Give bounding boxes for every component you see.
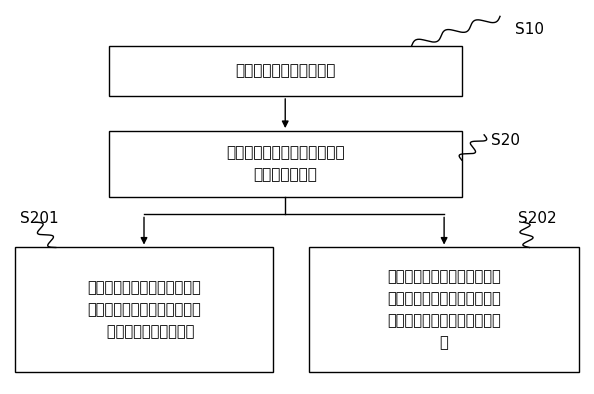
- Text: S20: S20: [491, 133, 520, 148]
- Text: 若行驶状态信号为正常行驶状
态信号，则控制轮毂的多个轮
   辐位于预定的第一位置: 若行驶状态信号为正常行驶状 态信号，则控制轮毂的多个轮 辐位于预定的第一位置: [87, 280, 201, 339]
- Text: S201: S201: [20, 211, 59, 226]
- Text: S202: S202: [517, 211, 557, 226]
- Text: 获取汽车的行驶状态信号: 获取汽车的行驶状态信号: [235, 63, 336, 78]
- FancyBboxPatch shape: [109, 131, 462, 197]
- FancyBboxPatch shape: [14, 247, 273, 372]
- Text: S10: S10: [515, 22, 544, 37]
- FancyBboxPatch shape: [309, 247, 580, 372]
- FancyBboxPatch shape: [109, 45, 462, 96]
- Text: 根据所述行驶状态信号控制车
轮轮辐运行状态: 根据所述行驶状态信号控制车 轮轮辐运行状态: [226, 145, 345, 182]
- Text: 若行驶状态信号为刹车状态信
号，则控制轮毂的多个轮辐从
当前位置朝预定的第二位置偏
转: 若行驶状态信号为刹车状态信 号，则控制轮毂的多个轮辐从 当前位置朝预定的第二位置…: [387, 269, 501, 350]
